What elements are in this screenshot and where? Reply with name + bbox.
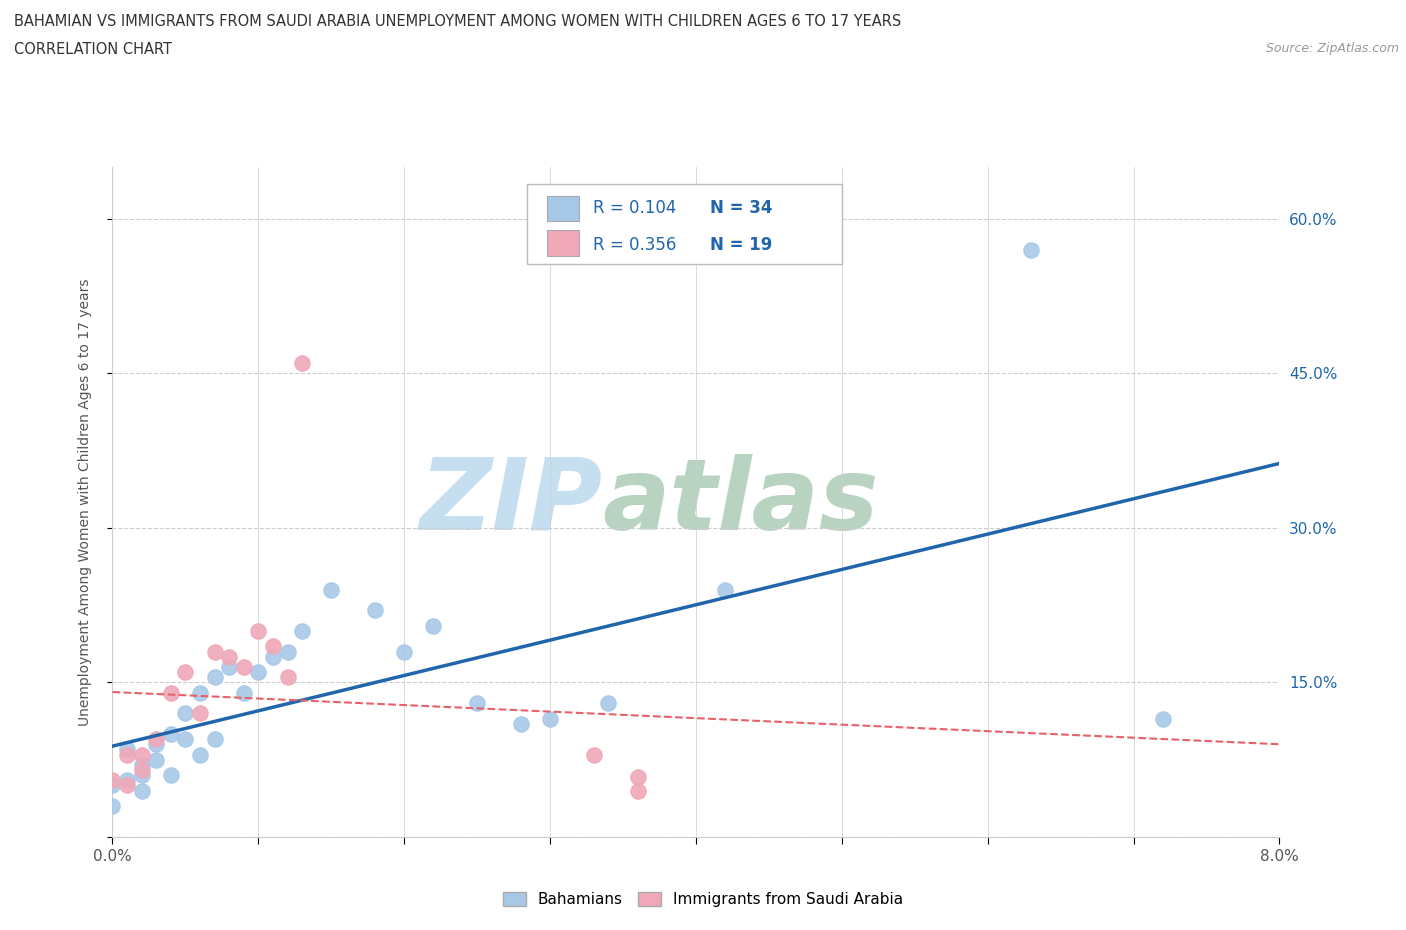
Point xyxy=(247,665,270,680)
FancyBboxPatch shape xyxy=(547,196,579,221)
Point xyxy=(131,768,153,783)
Point xyxy=(204,644,226,659)
Point xyxy=(131,783,153,798)
Point xyxy=(538,711,561,726)
Point xyxy=(364,603,387,618)
Point xyxy=(101,799,124,814)
Point xyxy=(145,752,167,767)
Point xyxy=(115,778,138,793)
Point xyxy=(101,778,124,793)
Point xyxy=(131,763,153,777)
Point xyxy=(188,747,211,762)
Point xyxy=(626,770,648,785)
Point xyxy=(160,726,183,741)
Y-axis label: Unemployment Among Women with Children Ages 6 to 17 years: Unemployment Among Women with Children A… xyxy=(77,278,91,726)
Point xyxy=(115,747,138,762)
Point xyxy=(160,685,183,700)
Point xyxy=(598,696,620,711)
Text: N = 19: N = 19 xyxy=(710,236,772,254)
FancyBboxPatch shape xyxy=(527,184,842,264)
Point xyxy=(115,773,138,788)
Point xyxy=(218,659,240,674)
Point xyxy=(626,783,648,798)
Point xyxy=(232,659,254,674)
Point xyxy=(218,649,240,664)
Point xyxy=(276,644,298,659)
Text: Source: ZipAtlas.com: Source: ZipAtlas.com xyxy=(1265,42,1399,55)
Point xyxy=(321,582,343,597)
Text: N = 34: N = 34 xyxy=(710,199,772,217)
Point xyxy=(131,747,153,762)
Point xyxy=(145,732,167,747)
Point xyxy=(115,742,138,757)
Point xyxy=(714,582,737,597)
Point xyxy=(160,768,183,783)
Point xyxy=(262,649,284,664)
Point xyxy=(101,773,124,788)
Point xyxy=(262,639,284,654)
Text: R = 0.356: R = 0.356 xyxy=(593,236,676,254)
Text: BAHAMIAN VS IMMIGRANTS FROM SAUDI ARABIA UNEMPLOYMENT AMONG WOMEN WITH CHILDREN : BAHAMIAN VS IMMIGRANTS FROM SAUDI ARABIA… xyxy=(14,14,901,29)
Point xyxy=(204,732,226,747)
Point xyxy=(247,623,270,638)
Text: ZIP: ZIP xyxy=(419,454,603,551)
Text: atlas: atlas xyxy=(603,454,879,551)
Point xyxy=(174,732,197,747)
Point xyxy=(392,644,416,659)
Point xyxy=(188,706,211,721)
Point xyxy=(174,665,197,680)
FancyBboxPatch shape xyxy=(547,231,579,256)
Point xyxy=(291,355,314,370)
Point xyxy=(1152,711,1174,726)
Point xyxy=(291,623,314,638)
Point xyxy=(174,706,197,721)
Point xyxy=(1021,243,1043,258)
Point xyxy=(582,747,605,762)
Point xyxy=(422,618,444,633)
Text: CORRELATION CHART: CORRELATION CHART xyxy=(14,42,172,57)
Point xyxy=(145,737,167,751)
Point xyxy=(188,685,211,700)
Point xyxy=(232,685,254,700)
Point xyxy=(131,757,153,772)
Text: R = 0.104: R = 0.104 xyxy=(593,199,676,217)
Legend: Bahamians, Immigrants from Saudi Arabia: Bahamians, Immigrants from Saudi Arabia xyxy=(496,885,910,913)
Point xyxy=(465,696,488,711)
Point xyxy=(204,670,226,684)
Point xyxy=(509,716,531,731)
Point xyxy=(276,670,298,684)
